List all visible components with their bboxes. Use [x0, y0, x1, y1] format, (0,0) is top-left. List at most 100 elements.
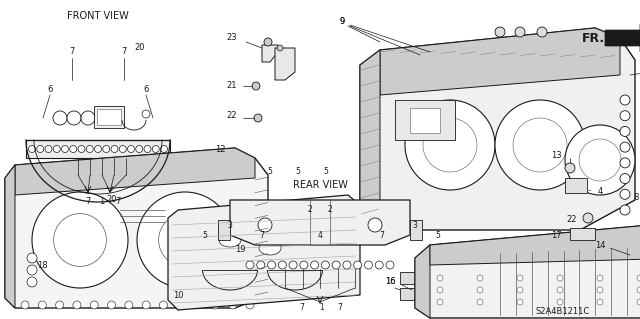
Circle shape	[252, 82, 260, 90]
Circle shape	[90, 301, 98, 309]
Text: 1: 1	[319, 303, 324, 313]
Text: 3: 3	[413, 220, 417, 229]
Circle shape	[386, 261, 394, 269]
Circle shape	[254, 114, 262, 122]
Circle shape	[477, 299, 483, 305]
Circle shape	[29, 145, 35, 152]
Text: 5: 5	[203, 231, 207, 240]
Text: 7: 7	[380, 232, 385, 241]
Circle shape	[354, 261, 362, 269]
Circle shape	[246, 261, 254, 269]
Circle shape	[268, 261, 276, 269]
Polygon shape	[275, 48, 295, 80]
Circle shape	[620, 189, 630, 199]
Circle shape	[32, 192, 128, 288]
Circle shape	[364, 261, 372, 269]
Circle shape	[517, 287, 523, 293]
Circle shape	[620, 95, 630, 105]
Circle shape	[257, 261, 265, 269]
Circle shape	[515, 27, 525, 37]
Circle shape	[137, 192, 233, 288]
Circle shape	[437, 287, 443, 293]
Circle shape	[321, 261, 330, 269]
Circle shape	[36, 145, 44, 152]
Text: 22: 22	[227, 110, 237, 120]
Circle shape	[557, 299, 563, 305]
Bar	[400, 272, 418, 284]
Polygon shape	[5, 148, 268, 308]
Bar	[94, 106, 124, 128]
Circle shape	[477, 275, 483, 281]
Bar	[565, 178, 587, 193]
Ellipse shape	[259, 241, 281, 255]
Circle shape	[264, 38, 272, 46]
Text: 7: 7	[300, 303, 305, 313]
Text: 12: 12	[215, 145, 225, 154]
Circle shape	[142, 110, 150, 118]
Circle shape	[95, 145, 102, 152]
Circle shape	[597, 275, 603, 281]
Polygon shape	[605, 24, 640, 52]
Circle shape	[246, 301, 254, 309]
Circle shape	[70, 145, 77, 152]
Circle shape	[108, 301, 116, 309]
Text: S2A4B1211C: S2A4B1211C	[536, 308, 590, 316]
Text: 10: 10	[173, 291, 183, 300]
Text: 4: 4	[317, 232, 323, 241]
Circle shape	[161, 145, 168, 152]
Text: FRONT VIEW: FRONT VIEW	[67, 11, 129, 21]
Circle shape	[53, 145, 60, 152]
Text: REAR VIEW: REAR VIEW	[292, 180, 348, 190]
Circle shape	[583, 213, 593, 223]
Circle shape	[620, 158, 630, 168]
Circle shape	[310, 261, 319, 269]
Text: 4: 4	[597, 188, 603, 197]
Circle shape	[86, 145, 93, 152]
Circle shape	[477, 287, 483, 293]
Text: 18: 18	[36, 261, 47, 270]
Bar	[570, 228, 595, 240]
Circle shape	[177, 301, 185, 309]
Text: 7: 7	[69, 48, 75, 56]
Circle shape	[81, 111, 95, 125]
Text: 1: 1	[99, 197, 104, 206]
Text: 21: 21	[227, 81, 237, 91]
Circle shape	[45, 145, 52, 152]
Circle shape	[517, 299, 523, 305]
Circle shape	[597, 299, 603, 305]
Text: 23: 23	[227, 33, 237, 42]
Text: 9: 9	[339, 18, 344, 26]
Circle shape	[437, 299, 443, 305]
Text: 16: 16	[385, 278, 396, 286]
Circle shape	[620, 126, 630, 137]
Circle shape	[343, 261, 351, 269]
Text: 2: 2	[308, 205, 312, 214]
Text: 16: 16	[385, 278, 396, 286]
Circle shape	[557, 287, 563, 293]
Circle shape	[495, 27, 505, 37]
Circle shape	[53, 111, 67, 125]
Circle shape	[228, 301, 237, 309]
Bar	[410, 108, 440, 133]
Text: 6: 6	[143, 85, 148, 94]
Circle shape	[27, 253, 37, 263]
Circle shape	[27, 265, 37, 275]
Circle shape	[21, 301, 29, 309]
Circle shape	[211, 301, 220, 309]
Polygon shape	[415, 245, 430, 318]
Bar	[410, 220, 422, 240]
Ellipse shape	[219, 233, 241, 247]
Bar	[26, 140, 170, 158]
Circle shape	[557, 275, 563, 281]
Polygon shape	[168, 195, 360, 310]
Text: 8: 8	[634, 194, 639, 203]
Circle shape	[103, 145, 109, 152]
Circle shape	[289, 261, 297, 269]
Circle shape	[125, 301, 133, 309]
Text: 7: 7	[122, 48, 127, 56]
Circle shape	[332, 261, 340, 269]
Text: 7: 7	[337, 303, 342, 313]
Circle shape	[56, 301, 63, 309]
Circle shape	[637, 287, 640, 293]
Circle shape	[437, 275, 443, 281]
